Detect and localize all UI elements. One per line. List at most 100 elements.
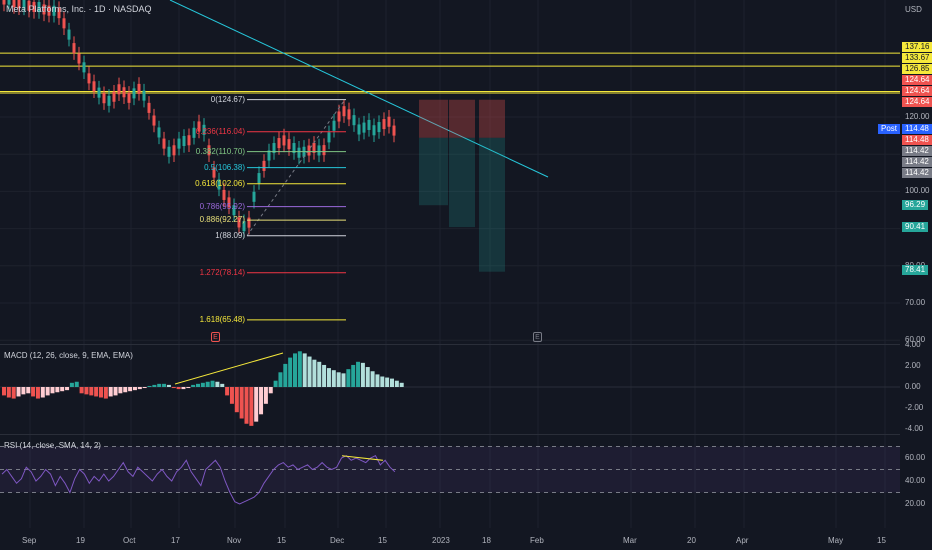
candle-body — [222, 189, 226, 200]
pane-separator[interactable] — [0, 434, 900, 435]
candle-body — [377, 122, 381, 133]
macd-histogram-bar — [307, 356, 312, 387]
macd-histogram-bar — [205, 381, 210, 387]
macd-histogram-bar — [89, 387, 94, 396]
macd-histogram-bar — [6, 387, 11, 398]
candle-body — [147, 102, 151, 113]
macd-histogram-bar — [31, 387, 36, 397]
macd-histogram-bar — [142, 387, 147, 389]
candle-body — [212, 167, 216, 178]
price-axis-tick: 70.00 — [905, 298, 926, 307]
price-tag: 114.42 — [902, 146, 932, 156]
macd-histogram-bar — [288, 357, 293, 387]
candle-body — [347, 109, 351, 120]
candle-body — [382, 119, 386, 130]
earnings-event-upcoming-icon[interactable]: E — [533, 332, 542, 342]
candle-body — [197, 121, 201, 132]
candle-body — [357, 124, 361, 135]
macd-histogram-bar — [341, 373, 346, 387]
price-axis-tick: 120.00 — [905, 112, 930, 121]
macd-histogram-bar — [331, 370, 336, 387]
earnings-event-icon[interactable]: E — [211, 332, 220, 342]
macd-histogram-bar — [60, 387, 65, 392]
trend-line — [169, 0, 549, 178]
candle-body — [287, 139, 291, 150]
macd-histogram-bar — [283, 363, 288, 387]
macd-histogram-bar — [123, 387, 128, 393]
candle-body — [137, 83, 141, 94]
time-axis-tick: Dec — [330, 536, 345, 545]
candle-body — [237, 217, 241, 228]
time-axis-tick: 20 — [687, 536, 696, 545]
rsi-title[interactable]: RSI (14, close, SMA, 14, 2) — [4, 441, 101, 450]
price-tag: 133.67 — [902, 53, 932, 63]
candle-body — [182, 135, 186, 147]
macd-histogram-bar — [157, 383, 162, 387]
macd-histogram-bar — [210, 380, 215, 387]
macd-histogram-bar — [293, 353, 297, 387]
pane-separator[interactable] — [0, 344, 900, 345]
macd-title[interactable]: MACD (12, 26, close, 9, EMA, EMA) — [4, 351, 133, 360]
macd-histogram-bar — [94, 387, 99, 397]
macd-histogram-bar — [273, 380, 278, 387]
candle-body — [332, 120, 336, 131]
candle-body — [112, 91, 116, 102]
macd-axis-tick: 4.00 — [905, 340, 921, 349]
currency-label: USD — [905, 5, 922, 14]
rsi-divergence-line — [341, 455, 384, 461]
price-tag: 137.16 — [902, 42, 932, 52]
macd-histogram-bar — [390, 378, 394, 387]
candle-body — [2, 0, 6, 5]
macd-histogram-bar — [65, 387, 70, 391]
position-target-zone — [419, 137, 448, 206]
macd-axis-tick: -4.00 — [905, 424, 924, 433]
symbol-title[interactable]: Meta Platforms, Inc. · 1D · NASDAQ — [6, 4, 152, 14]
candle-body — [372, 125, 376, 136]
candle-body — [392, 125, 396, 136]
macd-histogram-bar — [360, 362, 365, 387]
rsi-axis-tick: 40.00 — [905, 476, 926, 485]
price-tag: 124.64 — [902, 75, 932, 85]
time-axis-tick: 15 — [877, 536, 886, 545]
macd-histogram-bar — [336, 372, 341, 387]
rsi-axis-tick: 20.00 — [905, 499, 926, 508]
candle-body — [52, 5, 56, 16]
price-tag: 90.41 — [902, 222, 929, 232]
post-market-badge: Post — [878, 124, 901, 134]
time-axis-tick: 15 — [378, 536, 387, 545]
price-axis-tick: 60.00 — [905, 335, 926, 345]
fib-level-label: 0.5(106.38) — [204, 162, 245, 172]
macd-histogram-bar — [346, 369, 351, 387]
candle-body — [157, 127, 161, 138]
candle-body — [242, 221, 246, 232]
macd-histogram-bar — [268, 387, 273, 394]
candle-body — [192, 127, 196, 138]
macd-histogram-bar — [108, 387, 113, 397]
macd-histogram-bar — [181, 387, 186, 390]
fib-level-label: 0.618(102.06) — [195, 178, 245, 188]
candle-body — [97, 87, 101, 98]
macd-histogram-bar — [259, 387, 264, 415]
position-stop-zone — [479, 99, 505, 138]
macd-histogram-bar — [297, 351, 302, 387]
fib-level-label: 0.786(95.92) — [199, 201, 245, 211]
time-axis-tick: Apr — [736, 536, 749, 545]
macd-histogram-bar — [2, 387, 6, 396]
price-tag: 124.64 — [902, 86, 932, 96]
candle-body — [167, 146, 171, 157]
macd-histogram-bar — [249, 387, 254, 426]
position-stop-zone — [449, 99, 475, 138]
candle-body — [272, 143, 276, 154]
macd-histogram-bar — [312, 359, 317, 387]
candle-body — [12, 0, 16, 8]
candle-body — [257, 173, 261, 184]
candle-body — [172, 145, 176, 156]
fib-trend-line — [246, 99, 346, 236]
macd-histogram-bar — [118, 387, 123, 394]
candle-body — [72, 43, 76, 54]
fib-level-label: 1.618(65.48) — [199, 314, 245, 324]
candle-body — [122, 87, 126, 98]
macd-histogram-bar — [74, 381, 79, 387]
macd-histogram-bar — [229, 387, 234, 404]
